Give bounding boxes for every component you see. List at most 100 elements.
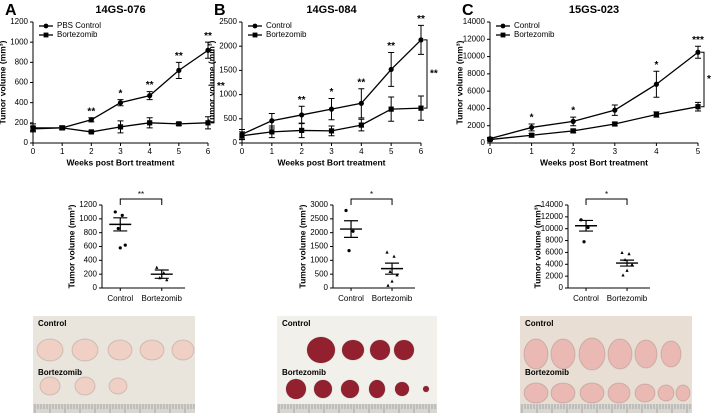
y-tick-label: 400 <box>15 98 29 107</box>
marker <box>123 243 127 247</box>
x-tick-label: Bortezomib <box>607 294 648 303</box>
tumor <box>306 336 336 364</box>
significance-bracket <box>585 198 628 205</box>
significance-star: ** <box>204 31 212 42</box>
marker <box>344 208 348 213</box>
photo-label: Control <box>282 319 310 328</box>
legend-marker <box>252 23 258 29</box>
marker <box>630 262 634 266</box>
marker <box>269 118 275 124</box>
marker <box>299 112 305 118</box>
photo-background <box>277 316 437 413</box>
tumor <box>657 384 675 402</box>
tumor <box>578 337 606 371</box>
significance-bracket <box>211 49 215 124</box>
panel-letter: A <box>5 2 17 19</box>
y-tick-label: 6000 <box>545 248 563 257</box>
legend-label: Control <box>514 21 540 30</box>
significance-star: * <box>119 88 123 99</box>
marker <box>487 136 493 143</box>
marker <box>627 252 631 256</box>
y-tick-label: 600 <box>84 242 98 251</box>
tumor <box>393 339 415 361</box>
legend-marker <box>43 32 49 38</box>
marker <box>388 106 394 112</box>
legend-marker <box>43 23 49 29</box>
x-tick-label: 4 <box>654 147 659 156</box>
y-tick-label: 1500 <box>219 66 237 75</box>
marker <box>147 93 153 99</box>
x-tick-label: 1 <box>270 147 275 156</box>
x-tick-label: 5 <box>389 147 394 156</box>
significance-star: * <box>654 60 658 71</box>
marker <box>328 128 335 134</box>
legend-marker <box>500 32 506 38</box>
marker <box>117 100 124 106</box>
legend-marker <box>252 32 258 38</box>
marker <box>328 106 335 112</box>
y-tick-label: 3000 <box>310 200 328 209</box>
series-line <box>489 51 699 140</box>
significance-star: ** <box>298 95 306 106</box>
y-tick-label: 4000 <box>545 259 563 268</box>
tumor <box>71 338 99 362</box>
marker <box>113 210 117 214</box>
y-tick-label: 800 <box>84 228 98 237</box>
x-tick-label: 4 <box>359 147 364 156</box>
marker <box>358 100 364 106</box>
significance-star: ** <box>87 106 95 117</box>
bracket-label: ** <box>138 190 144 199</box>
x-tick-label: 5 <box>696 147 701 156</box>
x-tick-label: 2 <box>299 147 304 156</box>
marker <box>653 111 659 118</box>
y-tick-label: 6000 <box>467 86 485 95</box>
tumor <box>340 379 360 399</box>
marker <box>621 273 625 277</box>
y-tick-label: 2500 <box>219 17 237 26</box>
x-tick-label: 1 <box>60 147 65 156</box>
x-tick-label: Bortezomib <box>142 294 183 303</box>
y-tick-label: 0 <box>324 283 329 292</box>
x-axis-title: Weeks post Bort treatment <box>540 157 648 167</box>
tumor <box>422 385 430 393</box>
marker <box>570 128 576 134</box>
y-tick-label: 12000 <box>463 34 486 43</box>
legend-label: PBS Control <box>57 21 101 30</box>
y-tick-label: 14000 <box>541 200 564 209</box>
y-tick-label: 1000 <box>219 90 237 99</box>
marker <box>88 129 94 135</box>
significance-star: * <box>530 113 534 124</box>
error-bar <box>154 269 169 279</box>
tumor <box>579 382 605 404</box>
marker <box>695 49 701 55</box>
tumor <box>660 340 682 368</box>
y-tick-label: 800 <box>15 57 29 66</box>
x-tick-label: 0 <box>31 147 36 156</box>
significance-bracket <box>701 51 705 108</box>
marker <box>205 120 211 126</box>
tumor <box>675 384 691 402</box>
marker <box>347 249 351 253</box>
significance-star: ** <box>175 51 183 62</box>
photo-label: Bortezomib <box>282 368 326 377</box>
bracket-label: * <box>605 190 608 199</box>
chart-title: 15GS-023 <box>569 4 619 16</box>
legend-label: Bortezomib <box>266 30 307 39</box>
bracket-label: * <box>707 74 711 85</box>
marker <box>155 265 159 269</box>
marker <box>386 283 390 287</box>
significance-star: ** <box>357 77 365 88</box>
x-tick-label: 6 <box>419 147 424 156</box>
tumor <box>108 377 128 395</box>
marker <box>117 124 124 130</box>
tumor <box>550 338 576 370</box>
bracket-label: ** <box>217 81 225 92</box>
marker <box>612 121 618 127</box>
x-tick-label: 4 <box>147 147 152 156</box>
tumor <box>634 339 658 369</box>
marker <box>269 129 275 135</box>
x-tick-label: 2 <box>571 147 576 156</box>
marker <box>116 226 120 231</box>
y-tick-label: 1000 <box>10 37 28 46</box>
